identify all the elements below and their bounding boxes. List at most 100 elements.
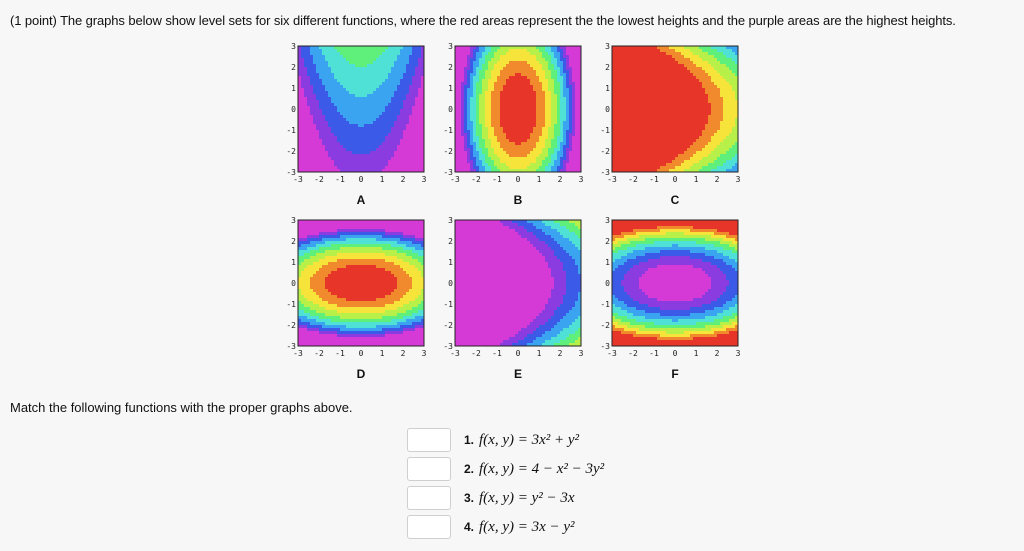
answer-number: 2.	[464, 462, 475, 476]
answer-formula: f(x, y) = y² − 3x	[479, 490, 575, 506]
y-tick-label: -2	[286, 147, 296, 156]
answer-number: 4.	[464, 520, 475, 534]
x-tick-label: 2	[558, 349, 563, 358]
graph-b: -3 -3 -2 -2 -1 -1 0 0 1 1 2 2 3 3	[441, 42, 597, 188]
y-tick-label: -2	[443, 147, 453, 156]
y-tick-label: 3	[605, 216, 610, 225]
x-tick-label: -3	[450, 175, 460, 184]
y-tick-label: 0	[291, 105, 296, 114]
graph-c: -3 -3 -2 -2 -1 -1 0 0 1 1 2 2 3 3	[598, 42, 754, 188]
question-prompt: (1 point) The graphs below show level se…	[10, 13, 956, 28]
x-tick-label: -2	[628, 349, 638, 358]
answer-input-2[interactable]	[407, 457, 451, 481]
y-tick-label: -1	[443, 126, 453, 135]
x-tick-label: -1	[335, 349, 345, 358]
x-tick-label: 0	[359, 349, 364, 358]
y-tick-label: 1	[605, 84, 610, 93]
graph-label-d: D	[356, 367, 366, 381]
y-tick-label: -2	[443, 321, 453, 330]
y-tick-label: 0	[605, 279, 610, 288]
answer-number: 1.	[464, 433, 475, 447]
answer-formula: f(x, y) = 3x² + y²	[479, 432, 580, 448]
y-tick-label: -2	[600, 147, 610, 156]
y-tick-label: 2	[448, 237, 453, 246]
y-tick-label: -1	[443, 300, 453, 309]
x-tick-label: -3	[450, 349, 460, 358]
y-tick-label: -2	[286, 321, 296, 330]
x-tick-label: 0	[673, 175, 678, 184]
x-tick-label: -2	[314, 175, 324, 184]
y-tick-label: 3	[448, 216, 453, 225]
y-tick-label: -1	[286, 300, 296, 309]
x-tick-label: -1	[492, 175, 502, 184]
match-instruction: Match the following functions with the p…	[10, 400, 353, 415]
y-tick-label: 0	[605, 105, 610, 114]
x-tick-label: -1	[492, 349, 502, 358]
x-tick-label: 3	[579, 175, 584, 184]
y-tick-label: -1	[600, 300, 610, 309]
y-tick-label: 0	[448, 279, 453, 288]
y-tick-label: -3	[443, 168, 453, 177]
y-tick-label: -3	[286, 342, 296, 351]
x-tick-label: 0	[673, 349, 678, 358]
x-tick-label: -3	[607, 175, 617, 184]
x-tick-label: 1	[380, 175, 385, 184]
graph-f: -3 -3 -2 -2 -1 -1 0 0 1 1 2 2 3 3	[598, 216, 754, 362]
x-tick-label: 2	[715, 175, 720, 184]
contour-plot-f: -3-3 -2 -2 -1 -1 0 0 1 1 2 2 3 3	[600, 216, 740, 358]
y-tick-label: -1	[600, 126, 610, 135]
x-tick-label: 1	[537, 175, 542, 184]
y-tick-label: 1	[605, 258, 610, 267]
x-tick-label: 2	[401, 175, 406, 184]
y-tick-label: 2	[605, 237, 610, 246]
x-tick-label: 3	[422, 175, 427, 184]
y-tick-label: -3	[600, 342, 610, 351]
graph-label-b: B	[513, 193, 523, 207]
y-tick-label: -3	[286, 168, 296, 177]
y-tick-label: 1	[448, 84, 453, 93]
x-tick-label: 3	[579, 349, 584, 358]
answer-input-1[interactable]	[407, 428, 451, 452]
y-tick-label: 2	[605, 63, 610, 72]
contour-plot-c: -3-3 -2 -2 -1 -1 0 0 1 1 2 2 3 3	[600, 42, 740, 184]
answer-input-3[interactable]	[407, 486, 451, 510]
answer-input-4[interactable]	[407, 515, 451, 539]
graph-e: -3 -3 -2 -2 -1 -1 0 0 1 1 2 2 3 3	[441, 216, 597, 362]
x-tick-label: -2	[314, 349, 324, 358]
contour-plot-b: -3-3 -2 -2 -1 -1 0 0 1 1 2 2 3 3	[443, 42, 584, 184]
y-tick-label: 3	[291, 216, 296, 225]
x-tick-label: -2	[471, 175, 481, 184]
y-tick-label: 2	[291, 237, 296, 246]
graph-label-c: C	[670, 193, 680, 207]
answer-formula: f(x, y) = 4 − x² − 3y²	[479, 461, 605, 477]
x-tick-label: 2	[715, 349, 720, 358]
x-tick-label: -3	[293, 349, 303, 358]
x-tick-label: 1	[694, 175, 699, 184]
x-tick-label: 1	[694, 349, 699, 358]
contour-plot-a: -3-3 -2 -2 -1 -1 0 0 1 1 2 2 3 3	[286, 42, 427, 184]
graph-a: -3 -3 -2 -2 -1 -1 0 0 1 1 2 2 3 3	[284, 42, 440, 188]
y-tick-label: 3	[291, 42, 296, 51]
x-tick-label: -3	[607, 349, 617, 358]
x-tick-label: -2	[471, 349, 481, 358]
graph-d: -3 -3 -2 -2 -1 -1 0 0 1 1 2 2 3 3	[284, 216, 440, 362]
x-tick-label: 1	[537, 349, 542, 358]
contour-plot-d: -3-3 -2 -2 -1 -1 0 0 1 1 2 2 3 3	[286, 216, 427, 358]
x-tick-label: 2	[558, 175, 563, 184]
y-tick-label: 1	[291, 258, 296, 267]
x-tick-label: -2	[628, 175, 638, 184]
x-tick-label: 3	[422, 349, 427, 358]
y-tick-label: 0	[448, 105, 453, 114]
x-tick-label: 0	[516, 175, 521, 184]
x-tick-label: -3	[293, 175, 303, 184]
contour-plot-e: -3-3 -2 -2 -1 -1 0 0 1 1 2 2 3 3	[443, 216, 584, 358]
y-tick-label: 2	[291, 63, 296, 72]
y-tick-label: 1	[291, 84, 296, 93]
y-tick-label: 2	[448, 63, 453, 72]
graph-label-a: A	[356, 193, 366, 207]
y-tick-label: 3	[448, 42, 453, 51]
x-tick-label: 0	[359, 175, 364, 184]
y-tick-label: -2	[600, 321, 610, 330]
y-tick-label: -1	[286, 126, 296, 135]
answer-number: 3.	[464, 491, 475, 505]
